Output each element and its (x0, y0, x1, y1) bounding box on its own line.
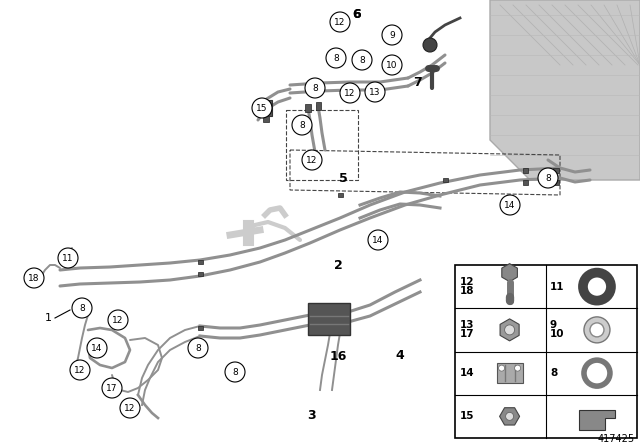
Text: 8: 8 (359, 56, 365, 65)
Text: 6: 6 (353, 8, 362, 21)
Circle shape (504, 325, 515, 335)
Text: 4: 4 (396, 349, 404, 362)
Circle shape (58, 248, 78, 268)
Text: 17: 17 (106, 383, 118, 392)
Circle shape (365, 82, 385, 102)
Polygon shape (490, 0, 640, 180)
Circle shape (515, 365, 520, 371)
Text: 14: 14 (504, 201, 516, 210)
Circle shape (382, 25, 402, 45)
Bar (198, 272, 203, 276)
Circle shape (500, 195, 520, 215)
Circle shape (382, 55, 402, 75)
Text: 14: 14 (372, 236, 384, 245)
Bar (338, 193, 343, 197)
Circle shape (302, 150, 322, 170)
Circle shape (330, 12, 350, 32)
Text: 13: 13 (460, 320, 474, 330)
Bar (523, 168, 528, 173)
Bar (455, 265, 637, 438)
Text: 18: 18 (28, 273, 40, 283)
Text: 5: 5 (339, 172, 348, 185)
Text: 8: 8 (545, 173, 551, 182)
Circle shape (188, 338, 208, 358)
Bar (254, 106, 262, 114)
Circle shape (340, 83, 360, 103)
Text: 14: 14 (460, 368, 475, 378)
Polygon shape (579, 410, 615, 431)
Circle shape (423, 38, 437, 52)
Circle shape (108, 310, 128, 330)
Circle shape (584, 317, 610, 343)
Circle shape (368, 230, 388, 250)
Text: 10: 10 (550, 329, 564, 340)
Circle shape (252, 98, 272, 118)
Circle shape (72, 298, 92, 318)
Circle shape (120, 398, 140, 418)
Circle shape (292, 115, 312, 135)
Bar (198, 260, 203, 264)
Text: 8: 8 (79, 303, 85, 313)
Bar (553, 168, 559, 173)
Bar (553, 180, 559, 185)
Text: 12: 12 (460, 277, 474, 287)
Text: 11: 11 (550, 282, 564, 292)
Circle shape (352, 50, 372, 70)
Text: 16: 16 (330, 349, 347, 362)
Text: 6: 6 (353, 8, 362, 21)
Circle shape (506, 412, 514, 420)
Text: 11: 11 (62, 254, 74, 263)
Text: 8: 8 (333, 53, 339, 63)
FancyBboxPatch shape (308, 303, 350, 335)
Circle shape (499, 365, 504, 371)
Bar (523, 180, 528, 185)
Text: 8: 8 (232, 367, 238, 376)
Text: 12: 12 (307, 155, 317, 164)
Circle shape (225, 362, 245, 382)
Text: 8: 8 (299, 121, 305, 129)
Text: 17: 17 (460, 329, 475, 340)
FancyBboxPatch shape (497, 363, 523, 383)
Bar (263, 114, 269, 122)
Text: 12: 12 (334, 17, 346, 26)
Text: 2: 2 (333, 258, 342, 271)
Circle shape (87, 338, 107, 358)
Polygon shape (502, 263, 517, 282)
Circle shape (70, 360, 90, 380)
Text: 15: 15 (256, 103, 268, 112)
Circle shape (102, 378, 122, 398)
Text: 8: 8 (312, 83, 318, 92)
Text: 12: 12 (124, 404, 136, 413)
Text: 9: 9 (389, 30, 395, 39)
Text: 12: 12 (344, 89, 356, 98)
Circle shape (326, 48, 346, 68)
Text: 7: 7 (413, 76, 422, 89)
Text: 13: 13 (369, 87, 381, 96)
Text: 8: 8 (195, 344, 201, 353)
Text: 10: 10 (387, 60, 397, 69)
Text: 15: 15 (460, 411, 474, 422)
Bar (305, 104, 311, 112)
Text: 12: 12 (74, 366, 86, 375)
Bar (286, 110, 358, 180)
Circle shape (590, 323, 604, 337)
Polygon shape (500, 319, 519, 341)
Text: 14: 14 (92, 344, 102, 353)
Text: 417425: 417425 (598, 434, 635, 444)
Circle shape (24, 268, 44, 288)
Text: 1: 1 (45, 313, 52, 323)
Bar (443, 178, 448, 182)
Bar (198, 326, 203, 330)
Text: 8: 8 (550, 368, 557, 378)
Circle shape (538, 168, 558, 188)
Text: 3: 3 (308, 409, 316, 422)
Bar (316, 102, 321, 110)
Circle shape (305, 78, 325, 98)
Text: 9: 9 (550, 320, 557, 330)
Text: 12: 12 (112, 315, 124, 324)
Text: 18: 18 (460, 286, 474, 296)
Polygon shape (500, 408, 520, 425)
Polygon shape (256, 100, 272, 116)
